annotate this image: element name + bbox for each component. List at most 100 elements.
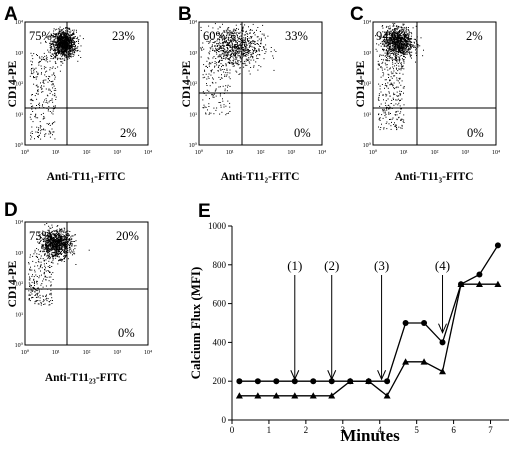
event-dot bbox=[253, 66, 255, 68]
event-dot bbox=[41, 244, 43, 246]
event-dot bbox=[240, 46, 242, 48]
event-dot bbox=[393, 46, 395, 48]
event-dot bbox=[66, 242, 68, 243]
event-dot bbox=[38, 289, 40, 291]
event-dot bbox=[71, 46, 73, 48]
event-dot bbox=[383, 59, 384, 61]
event-dot bbox=[242, 28, 244, 30]
event-dot bbox=[49, 69, 51, 71]
event-dot bbox=[402, 29, 404, 31]
event-dot bbox=[68, 45, 70, 47]
event-dot bbox=[395, 55, 397, 57]
event-dot bbox=[62, 242, 64, 244]
event-dot bbox=[228, 58, 229, 60]
event-dot bbox=[72, 34, 74, 36]
event-dot bbox=[54, 94, 56, 96]
event-dot bbox=[270, 47, 272, 48]
event-dot bbox=[405, 35, 407, 37]
event-dot bbox=[397, 95, 399, 97]
event-dot bbox=[253, 46, 255, 48]
event-dot bbox=[226, 55, 228, 57]
event-dot bbox=[257, 40, 259, 42]
event-dot bbox=[52, 233, 54, 234]
event-dot bbox=[208, 77, 210, 79]
event-dot bbox=[260, 37, 262, 39]
event-dot bbox=[398, 56, 400, 58]
data-point-circle bbox=[402, 320, 409, 326]
event-dot bbox=[204, 76, 206, 78]
event-dot bbox=[250, 44, 252, 46]
event-dot bbox=[399, 78, 401, 80]
event-dot bbox=[40, 304, 42, 306]
event-dot bbox=[243, 50, 245, 52]
x-tick-label: 10¹ bbox=[52, 350, 60, 356]
event-dot bbox=[398, 116, 400, 118]
event-dot bbox=[61, 260, 63, 262]
event-dot bbox=[202, 99, 204, 101]
event-dot bbox=[399, 30, 400, 32]
event-dot bbox=[229, 62, 231, 64]
event-dot bbox=[386, 66, 388, 68]
event-dot bbox=[384, 79, 386, 81]
event-dot bbox=[32, 111, 34, 112]
event-dot bbox=[247, 39, 248, 40]
event-dot bbox=[219, 36, 221, 38]
event-dot bbox=[64, 241, 66, 243]
event-dot bbox=[241, 43, 243, 45]
event-dot bbox=[395, 111, 397, 113]
event-dot bbox=[227, 28, 229, 30]
event-dot bbox=[70, 43, 72, 45]
event-dot bbox=[39, 275, 41, 277]
event-dot bbox=[410, 47, 412, 49]
event-dot bbox=[57, 33, 59, 35]
event-dot bbox=[259, 46, 261, 47]
event-dot bbox=[250, 41, 252, 42]
event-dot bbox=[386, 121, 388, 123]
event-dot bbox=[55, 35, 57, 37]
event-dot bbox=[402, 54, 404, 56]
event-dot bbox=[43, 278, 45, 280]
event-dot bbox=[63, 235, 65, 236]
event-dot bbox=[397, 50, 399, 52]
event-dot bbox=[62, 233, 64, 235]
event-dot bbox=[254, 49, 256, 51]
event-dot bbox=[62, 242, 64, 243]
event-dot bbox=[398, 40, 400, 42]
event-dot bbox=[49, 265, 51, 267]
event-dot bbox=[40, 284, 42, 286]
event-dot bbox=[392, 97, 394, 99]
event-dot bbox=[49, 67, 51, 69]
event-dot bbox=[74, 36, 76, 37]
event-dot bbox=[40, 132, 41, 134]
event-dot bbox=[38, 296, 40, 298]
event-dot bbox=[388, 34, 390, 36]
event-dot bbox=[74, 45, 76, 47]
event-dot bbox=[30, 266, 31, 268]
event-dot bbox=[54, 235, 55, 237]
event-dot bbox=[388, 31, 390, 33]
event-dot bbox=[54, 76, 56, 78]
events-b bbox=[200, 23, 277, 116]
event-dot bbox=[56, 247, 58, 249]
y-tick-label: 10¹ bbox=[15, 112, 23, 118]
event-dot bbox=[236, 47, 238, 49]
event-dot bbox=[49, 304, 51, 306]
event-dot bbox=[221, 35, 222, 37]
event-dot bbox=[244, 50, 246, 51]
event-dot bbox=[208, 106, 210, 107]
event-dot bbox=[56, 236, 58, 238]
event-dot bbox=[218, 76, 220, 78]
event-dot bbox=[238, 60, 240, 61]
event-dot bbox=[61, 228, 63, 230]
event-dot bbox=[388, 38, 390, 40]
event-dot bbox=[45, 98, 47, 100]
event-dot bbox=[395, 28, 397, 30]
event-dot bbox=[405, 49, 407, 51]
event-dot bbox=[210, 37, 211, 38]
event-dot bbox=[45, 296, 47, 297]
event-dot bbox=[44, 117, 46, 119]
event-dot bbox=[45, 245, 47, 247]
e-y-tick-label: 800 bbox=[213, 260, 227, 270]
event-dot bbox=[44, 135, 46, 137]
